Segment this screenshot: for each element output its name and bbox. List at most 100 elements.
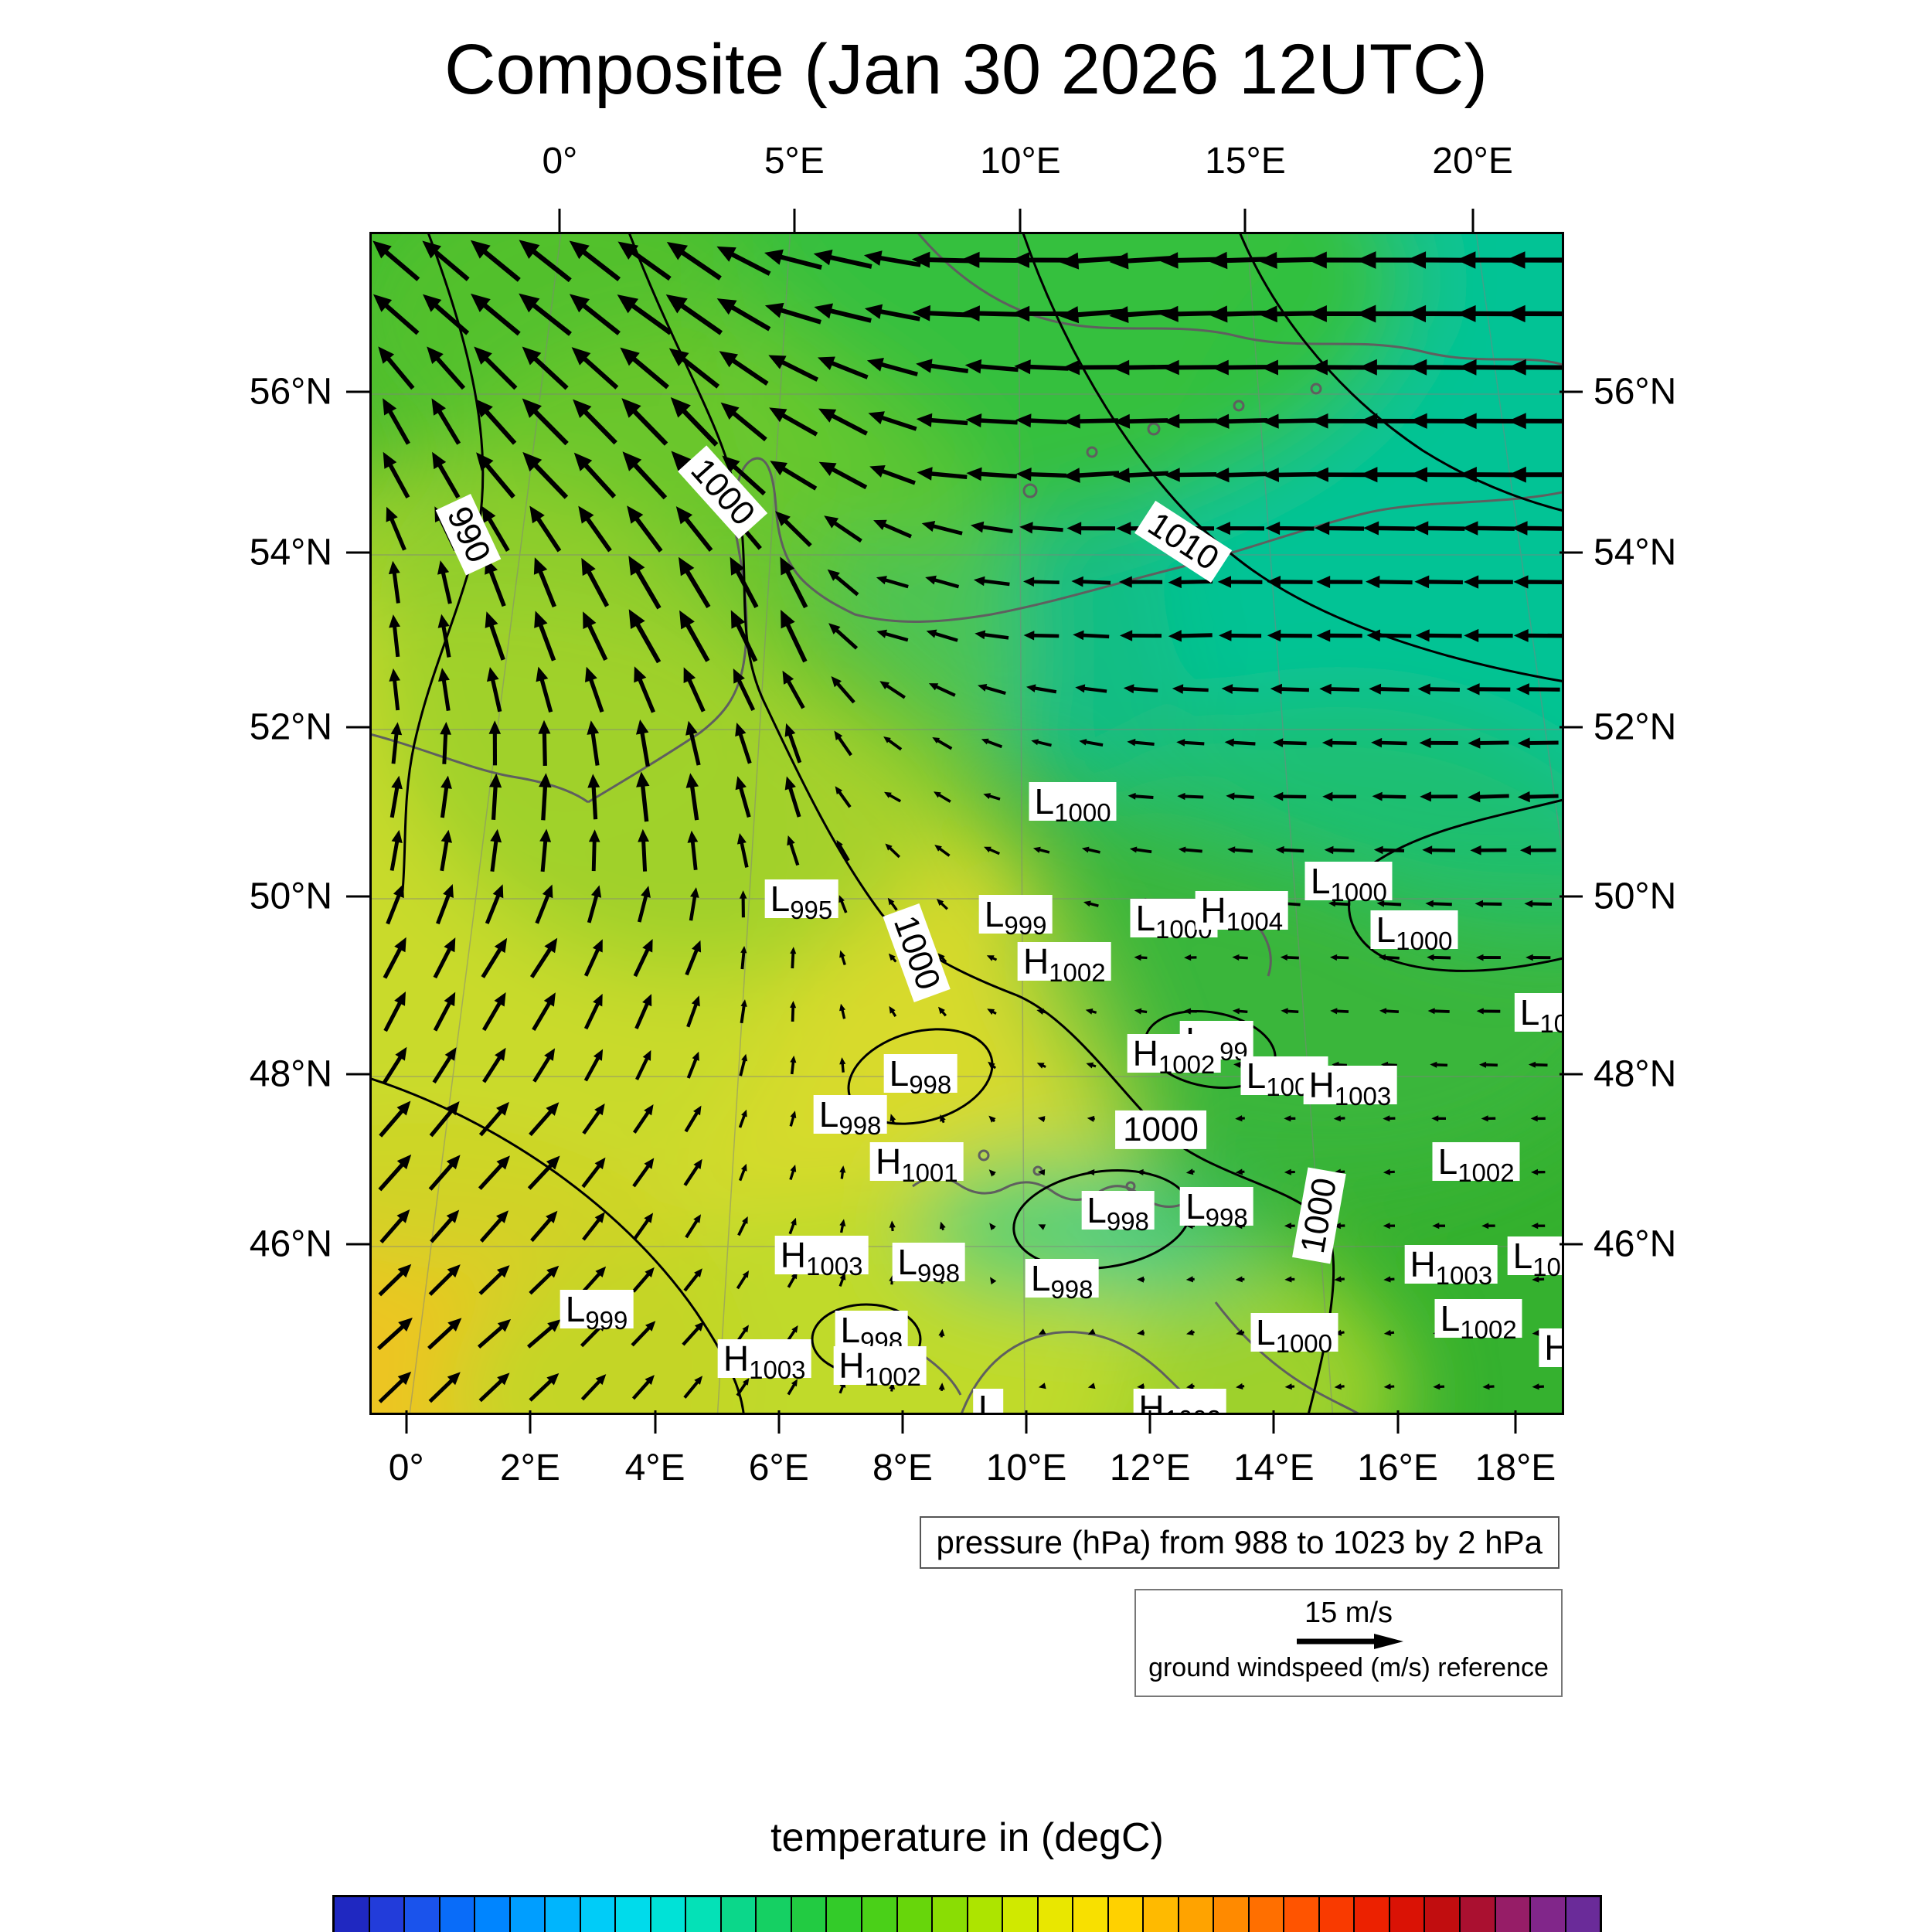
pressure-center-l: L1000 xyxy=(1250,1313,1338,1356)
wind-arrow-shaft xyxy=(482,460,515,499)
pressure-center-value: 998 xyxy=(1050,1275,1094,1304)
pressure-center-letter: L xyxy=(1135,897,1156,938)
wind-arrow-head xyxy=(740,999,747,1007)
wind-arrow-head xyxy=(987,1009,995,1015)
wind-arrow-shaft xyxy=(1525,687,1560,692)
wind-arrow-head xyxy=(642,939,653,953)
wind-arrow-head xyxy=(916,359,933,373)
wind-arrow-shaft xyxy=(927,471,968,479)
wind-arrow-head xyxy=(617,241,639,260)
wind-arrow-head xyxy=(1280,954,1287,961)
wind-arrow-head xyxy=(389,668,400,682)
wind-arrow-shaft xyxy=(433,353,466,390)
wind-arrow-head xyxy=(889,1114,896,1122)
colorbar-cell xyxy=(1319,1897,1355,1932)
wind-arrow-head xyxy=(1406,304,1427,323)
wind-arrow-head xyxy=(1383,1223,1390,1230)
wind-arrow-head xyxy=(787,835,795,846)
wind-arrow-head xyxy=(1508,466,1526,483)
wind-arrow-shaft xyxy=(582,1108,602,1135)
colorbar-cell xyxy=(1108,1897,1145,1932)
lon-label-bottom: 0° xyxy=(388,1447,424,1488)
pressure-center-letter: H xyxy=(838,1345,865,1386)
wind-arrow-shaft xyxy=(491,783,498,820)
wind-arrow-head xyxy=(939,1221,946,1230)
wind-arrow-head xyxy=(1032,846,1041,853)
wind-arrow-head xyxy=(444,992,456,1007)
wind-arrow-head xyxy=(989,1223,996,1230)
wind-arrow-head xyxy=(1420,791,1431,802)
wind-arrow-shaft xyxy=(578,247,621,282)
wind-arrow-head xyxy=(687,830,699,843)
wind-arrow-head xyxy=(1118,576,1132,588)
wind-arrow-head xyxy=(1319,683,1332,695)
wind-arrow-shaft xyxy=(526,1323,556,1349)
wind-arrow-shaft xyxy=(790,1060,795,1075)
wind-arrow-head xyxy=(1316,576,1331,589)
pressure-center-value: 1002 xyxy=(1458,1158,1515,1188)
wind-arrow-shaft xyxy=(787,730,802,764)
wind-arrow-head xyxy=(546,1265,560,1278)
wind-arrow-head xyxy=(1284,1115,1291,1122)
pressure-center-letter: L xyxy=(1030,1258,1051,1299)
wind-arrow-head xyxy=(1183,1008,1191,1015)
wind-arrow-head xyxy=(1071,576,1083,587)
lon-label-top: 10°E xyxy=(980,141,1061,182)
wind-arrow-head xyxy=(636,771,650,787)
wind-arrow-head xyxy=(879,681,889,690)
wind-arrow-shaft xyxy=(791,1005,795,1022)
wind-arrow-head xyxy=(1113,413,1131,429)
wind-arrow-shaft xyxy=(1274,418,1318,424)
wind-arrow-head xyxy=(1120,630,1133,641)
wind-arrow-head xyxy=(1227,846,1236,854)
wind-arrow-head xyxy=(1012,305,1030,322)
wind-arrow-shaft xyxy=(1175,472,1217,478)
pressure-center-value: 1002 xyxy=(864,1362,921,1391)
wind-arrow-head xyxy=(594,1157,606,1170)
colorbar-cell xyxy=(1179,1897,1215,1932)
wind-arrow-head xyxy=(638,828,649,842)
wind-arrow-head xyxy=(1164,468,1180,482)
wind-arrow-shaft xyxy=(1325,526,1365,531)
wind-arrow-shaft xyxy=(1028,526,1063,532)
wind-arrow-head xyxy=(642,1049,651,1061)
wind-arrow-head xyxy=(1066,522,1082,536)
pressure-center-letter: L xyxy=(1246,1055,1267,1096)
wind-arrow-shaft xyxy=(1430,902,1452,906)
wind-arrow-head xyxy=(743,1378,750,1386)
wind-arrow-shaft xyxy=(682,566,711,609)
wind-arrow-shaft xyxy=(583,514,612,553)
lat-label-right: 56°N xyxy=(1594,371,1677,413)
wind-arrow-head xyxy=(1359,413,1378,429)
wind-arrow-head xyxy=(1414,575,1430,589)
lon-label-bottom: 8°E xyxy=(872,1447,933,1488)
pressure-center-letter: L xyxy=(1519,992,1540,1032)
wind-arrow-head xyxy=(722,455,740,473)
pressure-center-value: 100 xyxy=(1532,1253,1562,1282)
wind-arrow-head xyxy=(1517,791,1530,803)
wind-arrow-head xyxy=(741,1053,748,1062)
page-title: Composite (Jan 30 2026 12UTC) xyxy=(444,30,1488,109)
colorbar-cell xyxy=(1284,1897,1320,1932)
colorbar-cell xyxy=(1249,1897,1285,1932)
wind-arrow-head xyxy=(1073,630,1084,641)
colorbar-cell xyxy=(1495,1897,1532,1932)
wind-arrow-head xyxy=(835,786,843,794)
wind-arrow-shaft xyxy=(926,362,969,373)
wind-arrow-head xyxy=(538,719,551,734)
wind-arrow-head xyxy=(1505,251,1526,269)
wind-arrow-shaft xyxy=(785,677,805,709)
wind-arrow-head xyxy=(1456,251,1476,269)
pressure-center-letter: L xyxy=(978,1387,998,1415)
wind-arrow-shaft xyxy=(428,1161,456,1191)
wind-arrow-head xyxy=(1037,1116,1046,1123)
wind-arrow-head xyxy=(934,791,941,798)
wind-arrow-shaft xyxy=(931,577,960,589)
wind-arrow-head xyxy=(1186,1329,1194,1335)
wind-arrow-shaft xyxy=(1425,633,1462,638)
wind-arrow-head xyxy=(790,1001,797,1009)
pressure-center-h: H1003 xyxy=(1404,1244,1498,1288)
wind-arrow-head xyxy=(742,1270,750,1278)
wind-arrow-head xyxy=(1356,251,1376,269)
wind-arrow-head xyxy=(791,1379,798,1387)
